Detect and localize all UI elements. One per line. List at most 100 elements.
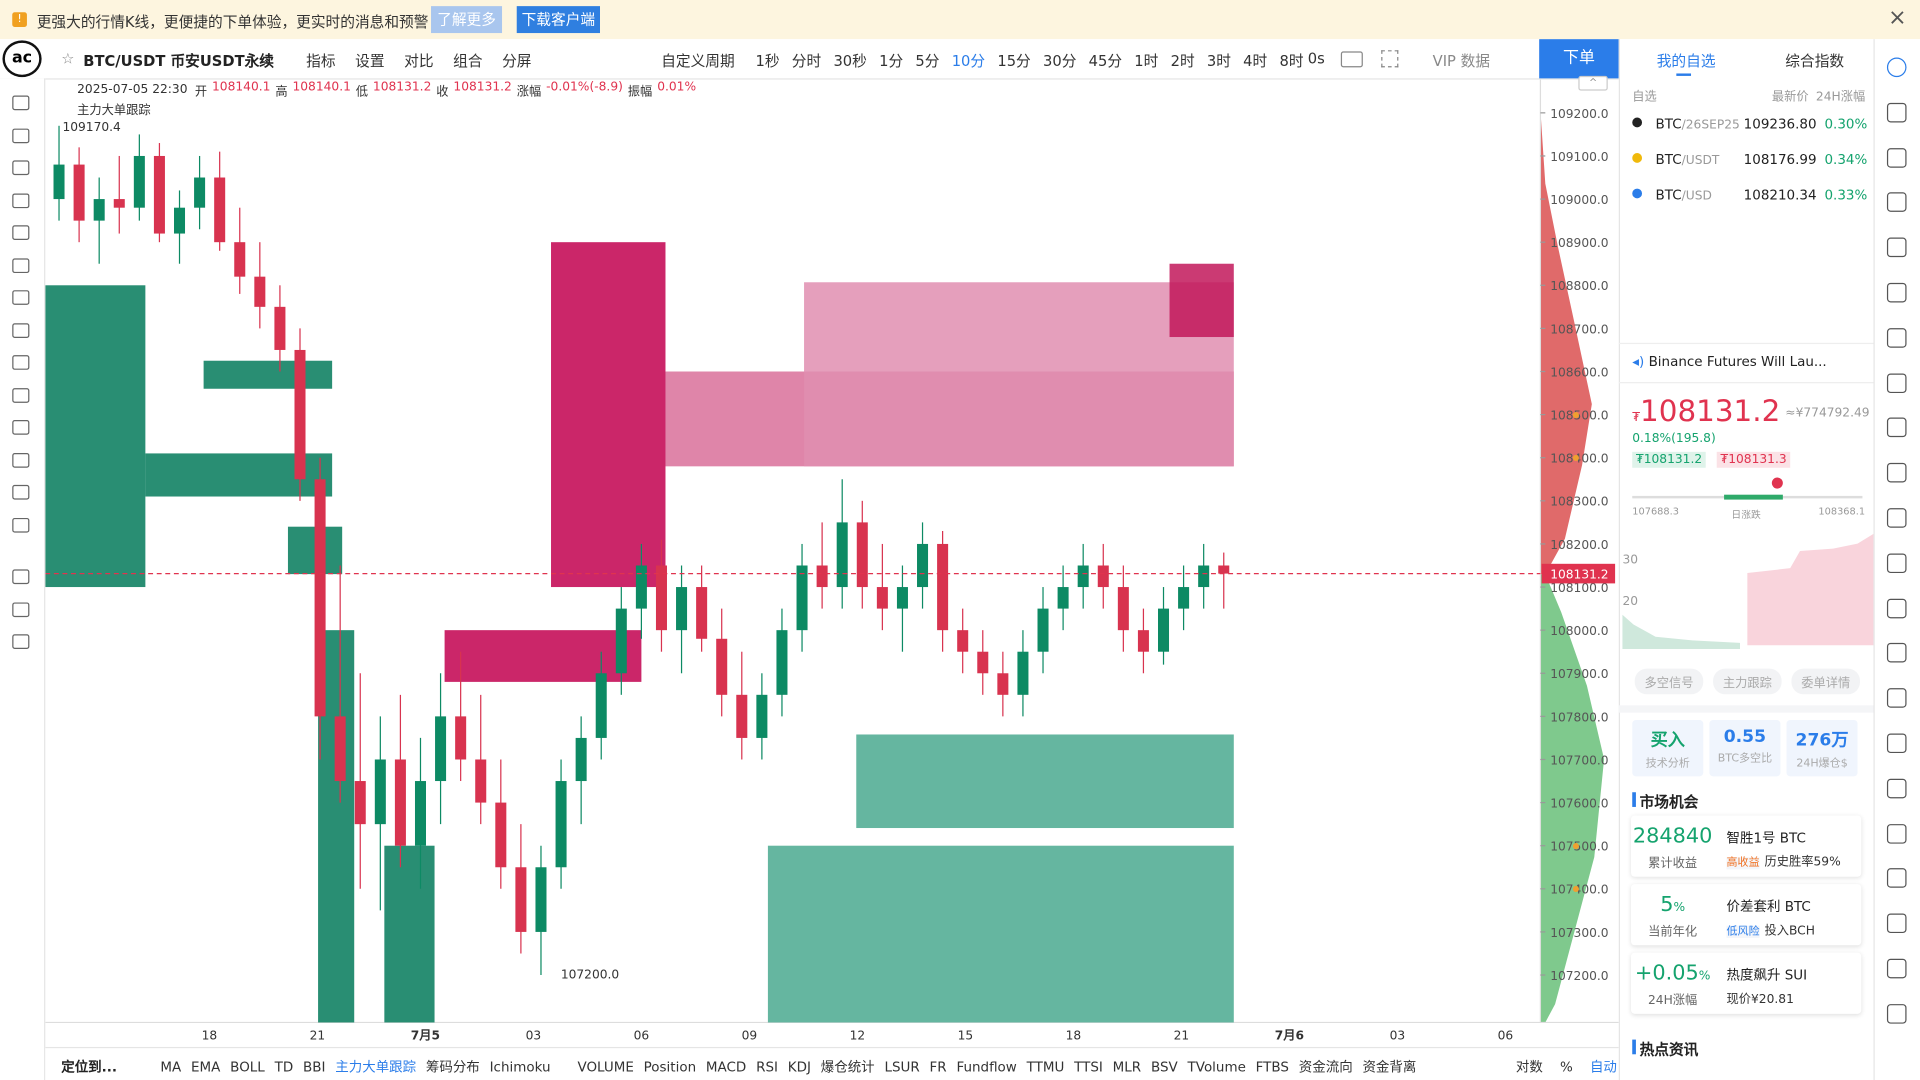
tab-watchlist[interactable]: 我的自选 <box>1656 52 1716 70</box>
rail-icon[interactable] <box>1886 823 1907 844</box>
stat-card[interactable]: 买入 技术分析 <box>1632 720 1704 777</box>
ask[interactable]: ₮108131.3 <box>1716 451 1791 468</box>
indicator[interactable]: TD <box>274 1058 294 1075</box>
rail-icon[interactable] <box>1886 327 1907 348</box>
interval[interactable]: 2时 <box>1170 52 1195 70</box>
fullscreen-icon[interactable] <box>1381 50 1399 68</box>
rail-icon[interactable] <box>1886 733 1907 754</box>
indicator[interactable]: 筹码分布 <box>425 1059 480 1076</box>
tool-icon[interactable] <box>12 160 30 176</box>
tool-icon[interactable] <box>12 569 30 585</box>
tool-icon[interactable] <box>12 452 30 468</box>
rail-icon[interactable] <box>1886 282 1907 303</box>
menu-item[interactable]: 指标 <box>306 52 336 70</box>
indicator[interactable]: TTSI <box>1074 1058 1103 1075</box>
indicator[interactable]: 爆仓统计 <box>820 1059 875 1076</box>
indicator[interactable]: MLR <box>1112 1058 1142 1075</box>
rail-icon[interactable] <box>1886 688 1907 708</box>
opportunity-card[interactable]: 5% 当前年化 价差套利 BTC 低风险 投入BCH <box>1631 884 1862 946</box>
interval[interactable]: 15分 <box>997 52 1031 70</box>
close-banner[interactable]: × <box>1888 4 1907 31</box>
indicator[interactable]: MACD <box>705 1058 747 1075</box>
stat-card[interactable]: 0.55 BTC多空比 <box>1709 720 1781 777</box>
indicator[interactable]: TTMU <box>1026 1058 1065 1075</box>
rail-icon[interactable] <box>1886 598 1907 618</box>
rail-icon[interactable] <box>1886 1003 1907 1024</box>
watch-group[interactable]: 自选 <box>1632 90 1657 105</box>
rail-icon[interactable] <box>1886 463 1907 483</box>
tool-icon[interactable] <box>12 127 30 143</box>
custom-period[interactable]: 自定义周期 <box>661 52 735 70</box>
tool-icon[interactable] <box>12 484 30 500</box>
symbol[interactable]: BTC/USDT 币安USDT永续 <box>83 52 275 70</box>
watch-symbol[interactable]: BTC/USD <box>1656 187 1712 203</box>
tool-icon[interactable] <box>12 601 30 617</box>
opportunity-card[interactable]: 284840 累计收益 智胜1号 BTC 高收益 历史胜率59% <box>1631 815 1862 877</box>
rail-icon[interactable] <box>1886 508 1907 528</box>
tool-icon[interactable] <box>12 225 30 240</box>
interval[interactable]: 3时 <box>1206 52 1231 70</box>
rail-icon[interactable] <box>1886 778 1907 799</box>
tool-icon[interactable] <box>12 517 30 533</box>
star-icon[interactable]: ☆ <box>61 50 75 68</box>
tool-icon[interactable] <box>12 355 30 370</box>
rail-icon[interactable] <box>1886 868 1907 889</box>
signal-button[interactable]: 主力跟踪 <box>1713 668 1782 695</box>
bid[interactable]: ₮108131.2 <box>1632 451 1706 468</box>
tool-icon[interactable] <box>12 420 30 435</box>
indicator[interactable]: BSV <box>1150 1058 1178 1075</box>
indicator[interactable]: EMA <box>191 1058 221 1075</box>
stat-card[interactable]: 276万 24H爆仓$ <box>1786 720 1858 777</box>
tool-icon[interactable] <box>12 634 30 649</box>
rail-icon[interactable] <box>1886 102 1907 123</box>
rail-icon[interactable] <box>1886 147 1907 168</box>
indicator[interactable]: RSI <box>756 1058 778 1075</box>
rail-icon[interactable] <box>1886 192 1907 213</box>
indicator[interactable]: TVolume <box>1187 1058 1246 1075</box>
indicator[interactable]: KDJ <box>787 1058 811 1075</box>
locate-button[interactable]: 定位到... <box>61 1059 117 1076</box>
collapse-button[interactable]: ^ <box>1578 75 1608 91</box>
tool-icon[interactable] <box>12 290 30 305</box>
watch-symbol[interactable]: BTC/26SEP25 <box>1656 116 1740 132</box>
interval[interactable]: 1秒 <box>755 52 780 70</box>
tool-icon[interactable] <box>12 322 30 338</box>
indicator[interactable]: FR <box>929 1058 947 1075</box>
vip-data[interactable]: VIP 数据 <box>1432 52 1490 70</box>
watch-symbol[interactable]: BTC/USDT <box>1656 152 1720 168</box>
signal-button[interactable]: 委单详情 <box>1791 668 1860 695</box>
tool-icon[interactable] <box>12 95 30 111</box>
indicator[interactable]: FTBS <box>1255 1058 1289 1075</box>
indicator[interactable]: 资金流向 <box>1298 1059 1353 1076</box>
indicator[interactable]: 资金背离 <box>1362 1059 1417 1076</box>
indicator[interactable]: MA <box>160 1058 182 1075</box>
signal-button[interactable]: 多空信号 <box>1634 668 1704 695</box>
rail-icon[interactable] <box>1886 237 1907 258</box>
interval[interactable]: 10分 <box>951 52 986 70</box>
axis-option[interactable]: 自动 <box>1589 1059 1617 1076</box>
indicator[interactable]: Fundflow <box>956 1058 1017 1075</box>
menu-item[interactable]: 组合 <box>453 52 483 70</box>
indicator[interactable]: LSUR <box>884 1058 920 1075</box>
learn-more-button[interactable]: 了解更多 <box>431 6 503 34</box>
interval[interactable]: 5分 <box>915 52 940 70</box>
rail-icon[interactable] <box>1886 913 1907 934</box>
interval[interactable]: 分时 <box>791 52 822 70</box>
rail-icon[interactable] <box>1886 958 1907 979</box>
interval[interactable]: 1时 <box>1134 52 1159 70</box>
tool-icon[interactable] <box>12 257 30 273</box>
indicator[interactable]: 主力大单跟踪 <box>335 1059 417 1076</box>
tab-index[interactable]: 综合指数 <box>1785 52 1845 70</box>
axis-option[interactable]: 对数 <box>1515 1059 1543 1076</box>
indicator[interactable]: BBI <box>303 1058 326 1075</box>
rail-icon[interactable] <box>1886 553 1907 573</box>
opportunity-card[interactable]: +0.05% 24H涨幅 热度飙升 SUI 现价¥20.81 <box>1631 952 1862 1014</box>
rail-icon[interactable] <box>1886 418 1907 438</box>
interval[interactable]: 30分 <box>1042 52 1077 70</box>
rail-icon[interactable] <box>1886 57 1907 78</box>
indicator[interactable]: Ichimoku <box>489 1058 551 1075</box>
indicator[interactable]: VOLUME <box>577 1058 634 1075</box>
order-button[interactable]: 下单 <box>1539 39 1619 79</box>
rail-icon[interactable] <box>1886 372 1907 393</box>
interval[interactable]: 4时 <box>1243 52 1268 70</box>
